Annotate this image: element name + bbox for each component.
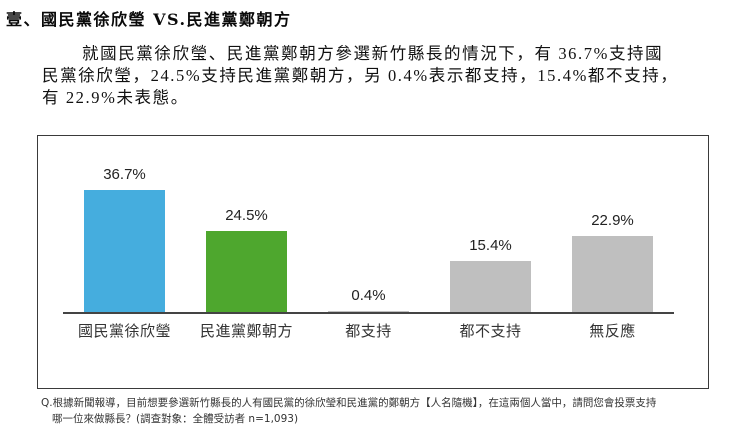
chart-frame (37, 135, 709, 389)
survey-footnote: Q.根據新聞報導，目前想要參選新竹縣長的人有國民黨的徐欣瑩和民進黨的鄭朝方【人名… (41, 395, 721, 427)
summary-line-2: 民黨徐欣瑩，24.5%支持民進黨鄭朝方，另 0.4%表示都支持，15.4%都不支… (42, 66, 679, 85)
bar-category-label: 都支持 (345, 322, 392, 340)
bar-value-label: 0.4% (351, 287, 386, 304)
chart-baseline (63, 312, 674, 314)
section-title: 壹、國民黨徐欣瑩 VS.民進黨鄭朝方 (6, 10, 292, 29)
bar-value-label: 24.5% (225, 207, 268, 224)
footnote-question-line-2: 哪一位來做縣長？(調查對象：全體受訪者 n=1,093) (52, 413, 299, 425)
bar-5 (572, 236, 653, 312)
bar-2 (206, 231, 287, 312)
bar-category-label: 民進黨鄭朝方 (199, 322, 293, 340)
bar-category-label: 無反應 (589, 322, 636, 340)
bar-4 (450, 261, 531, 312)
bar-category-label: 都不支持 (459, 322, 522, 340)
bar-value-label: 15.4% (469, 237, 512, 254)
bar-category-label: 國民黨徐欣瑩 (77, 322, 171, 340)
bar-1 (84, 190, 165, 312)
footnote-question-line-1: Q.根據新聞報導，目前想要參選新竹縣長的人有國民黨的徐欣瑩和民進黨的鄭朝方【人名… (41, 397, 657, 409)
bar-value-label: 22.9% (591, 212, 634, 229)
bar-value-label: 36.7% (103, 166, 146, 183)
summary-paragraph: 就國民黨徐欣瑩、民進黨鄭朝方參選新竹縣長的情況下，有 36.7%支持國 民黨徐欣… (42, 43, 722, 109)
summary-line-1: 就國民黨徐欣瑩、民進黨鄭朝方參選新竹縣長的情況下，有 36.7%支持國 (82, 44, 664, 63)
bar-3 (328, 311, 409, 312)
summary-line-3: 有 22.9%未表態。 (42, 88, 189, 107)
